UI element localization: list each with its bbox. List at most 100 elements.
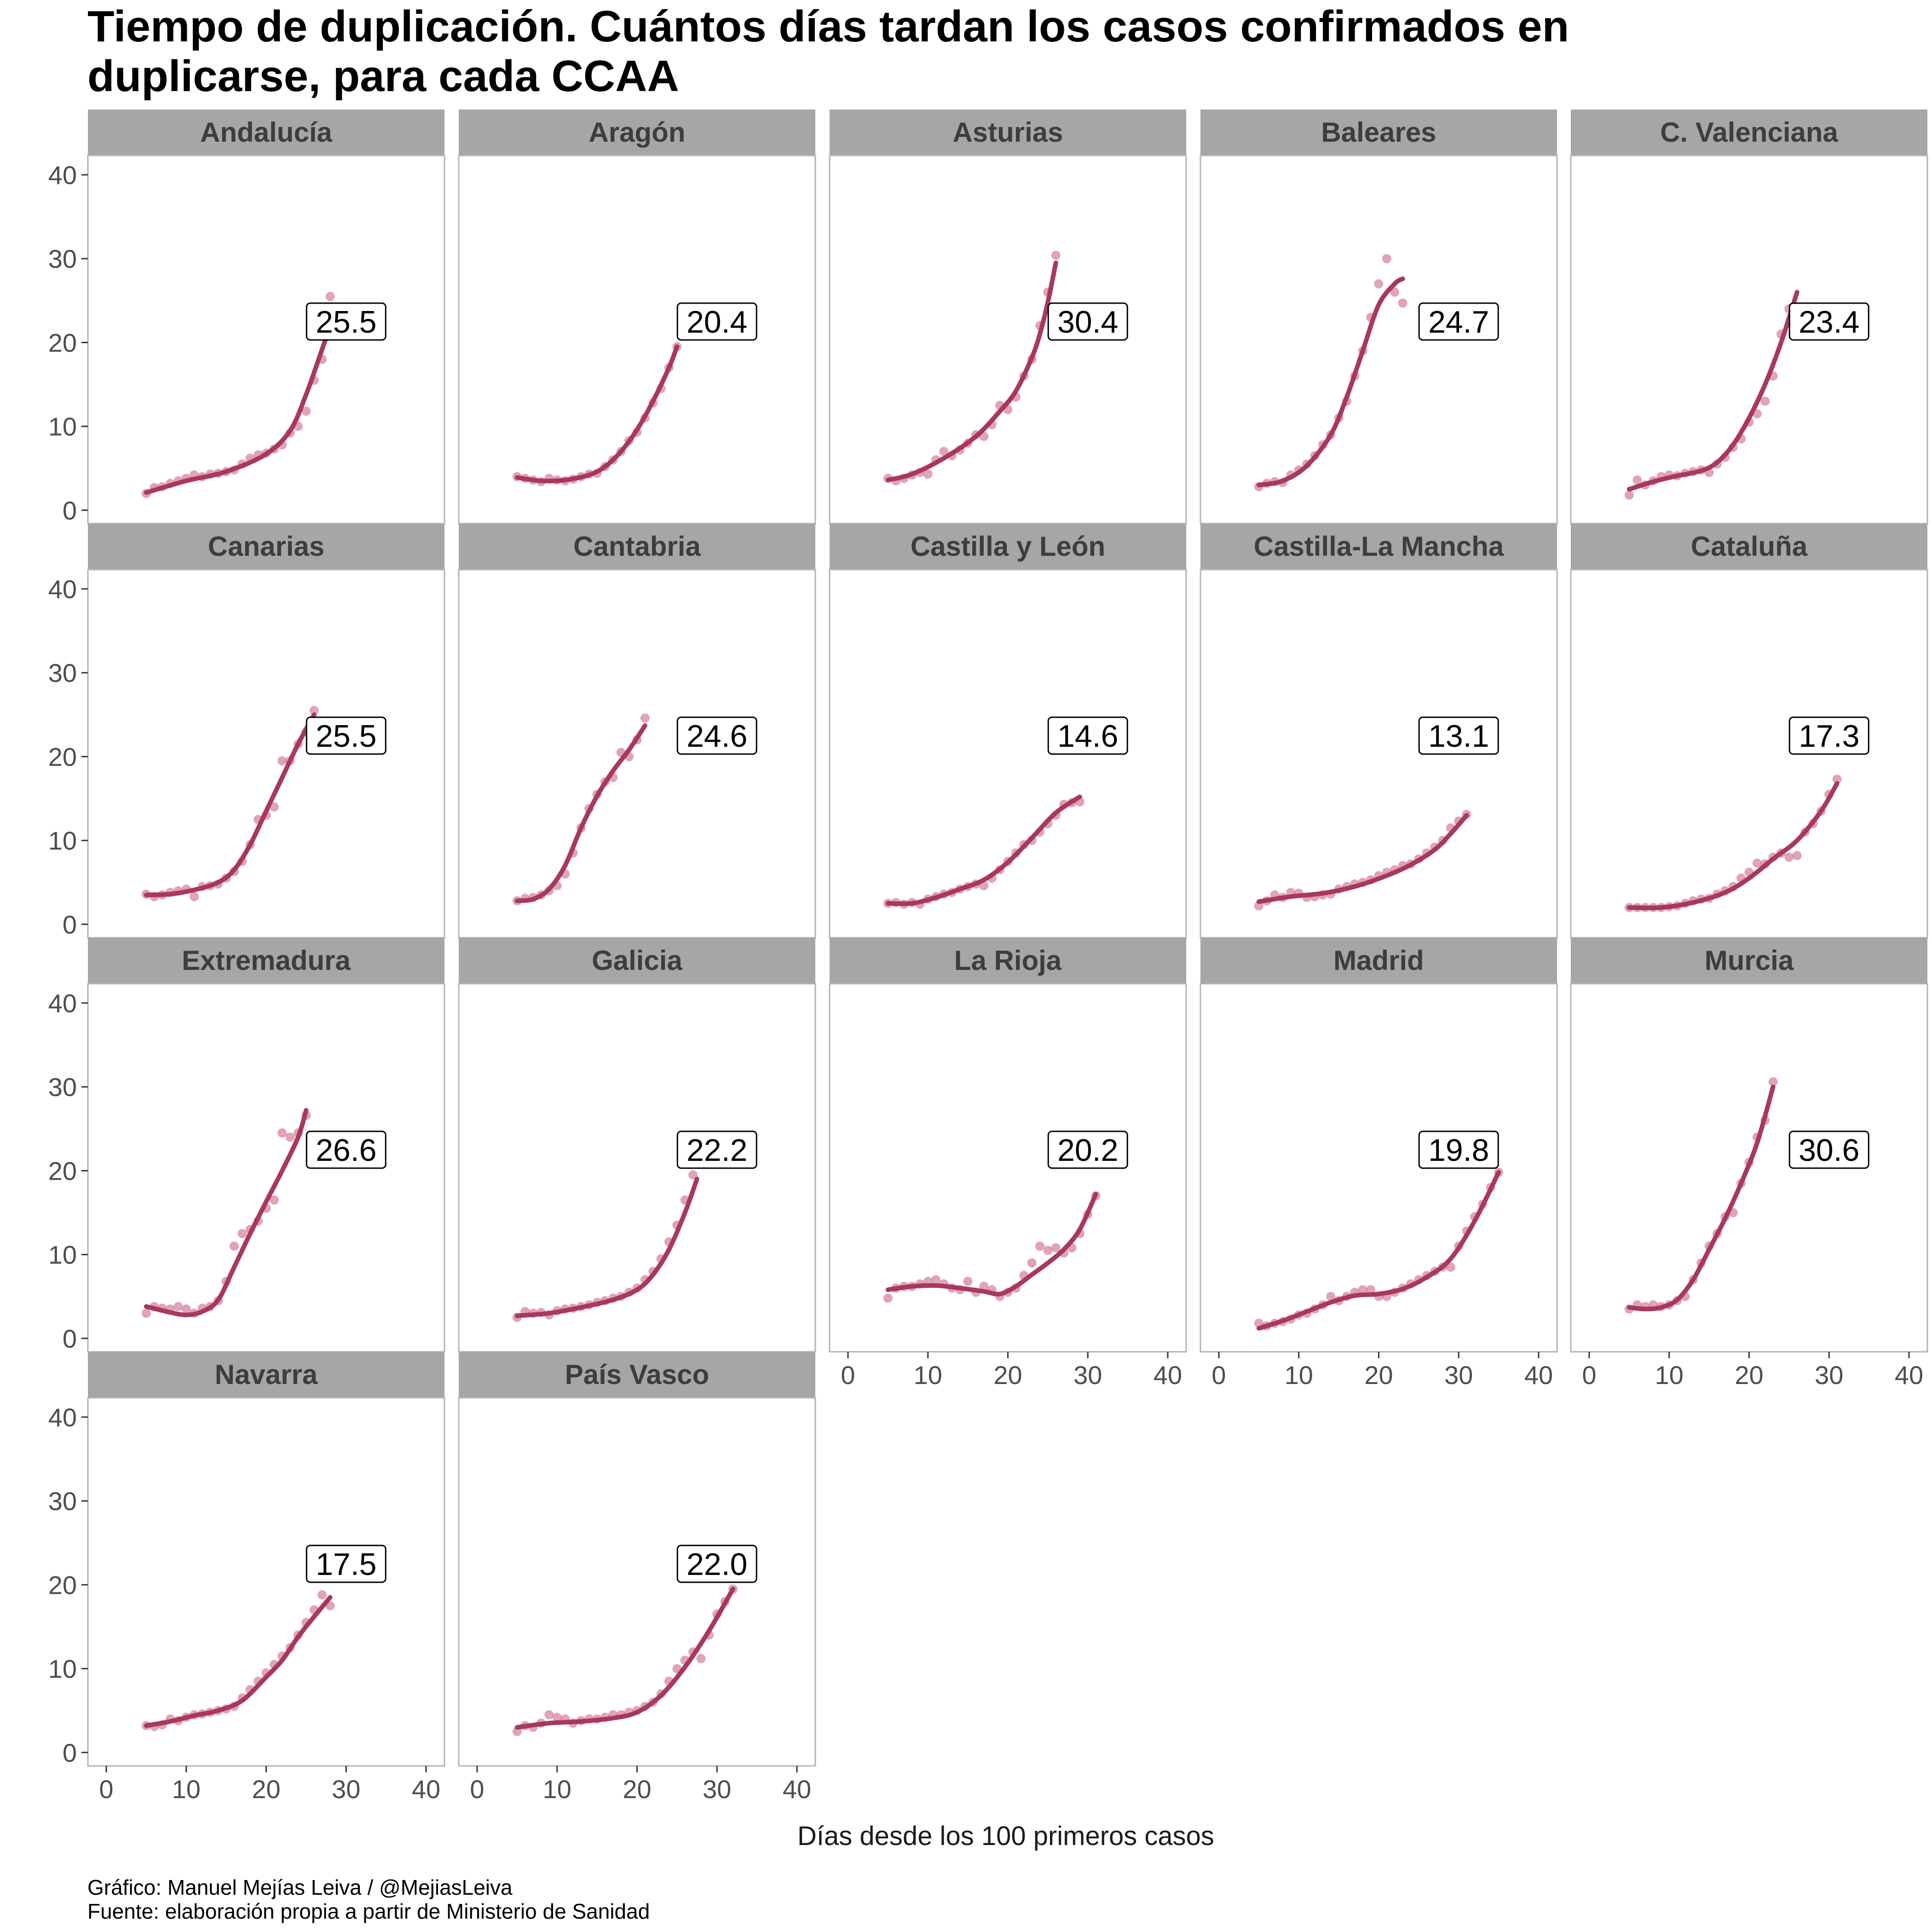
data-point [688, 1170, 698, 1180]
trend-line [514, 723, 647, 903]
x-tick-label: 10 [914, 1361, 942, 1390]
doubling-label-box [1788, 716, 1869, 755]
doubling-label-box [1418, 302, 1499, 341]
panel-murcia: Murcia 0 10 20 30 40 30.6 [1570, 938, 1928, 1390]
data-point [1035, 1241, 1044, 1251]
x-tick-label: 40 [412, 1775, 440, 1804]
panel-canarias: Canarias 0 10 20 30 40 25.5 [48, 524, 445, 939]
data-point [237, 1229, 247, 1239]
data-point [1051, 1243, 1061, 1253]
x-tick-label: 0 [841, 1361, 855, 1390]
data-point [1832, 774, 1842, 784]
panel-strip [88, 524, 444, 570]
panel-border [458, 569, 816, 939]
trend-line [144, 1595, 333, 1728]
trend-line [1626, 781, 1840, 911]
data-point [1326, 1292, 1336, 1301]
panel-strip [459, 1352, 815, 1398]
data-point [1624, 490, 1634, 500]
panel-border [458, 983, 816, 1353]
panel-strip-label: C. Valenciana [1660, 117, 1838, 148]
panel-strip [1200, 110, 1557, 156]
x-tick-label: 0 [1582, 1361, 1596, 1390]
x-axis-label: Días desde los 100 primeros casos [797, 1821, 1214, 1851]
data-point [1366, 1285, 1376, 1295]
panel-border [458, 155, 816, 525]
panel-strip [459, 938, 815, 984]
doubling-label-box [1418, 716, 1499, 755]
doubling-label: 20.2 [1057, 1133, 1118, 1168]
panel-baleares: Baleares 24.7 [1200, 110, 1558, 525]
doubling-label-box [676, 1545, 757, 1583]
doubling-label: 24.7 [1428, 305, 1489, 340]
x-tick-label: 10 [1655, 1361, 1684, 1390]
panel-strip-label: Aragón [589, 117, 686, 148]
y-tick-label: 10 [48, 1240, 77, 1269]
x-tick-label: 20 [1735, 1361, 1763, 1390]
data-point [979, 1281, 989, 1291]
doubling-label-box [1047, 716, 1128, 755]
x-tick-label: 0 [99, 1775, 113, 1804]
data-point [883, 1293, 893, 1303]
panel-strip [1200, 524, 1557, 570]
panel-madrid: Madrid 0 10 20 30 40 19.8 [1200, 938, 1558, 1390]
y-tick-label: 10 [48, 826, 77, 855]
data-point [325, 292, 335, 301]
panel-strip-label: País Vasco [565, 1359, 709, 1390]
data-point [1784, 853, 1794, 862]
doubling-label: 30.6 [1799, 1133, 1859, 1168]
doubling-label-box [1418, 1130, 1499, 1169]
data-point [1043, 1246, 1053, 1255]
y-tick-label: 0 [63, 910, 77, 939]
panel-border [1570, 155, 1928, 525]
y-tick-label: 10 [48, 412, 77, 441]
panel-strip-label: Castilla y León [911, 531, 1105, 562]
data-point [1768, 1077, 1778, 1087]
panel-border [1200, 155, 1558, 525]
y-tick-label: 40 [48, 1403, 77, 1432]
panel-galicia: Galicia 22.2 [458, 938, 816, 1353]
trend-line [1256, 1170, 1501, 1331]
panel-border [87, 1397, 445, 1767]
panel-border [829, 155, 1187, 525]
y-tick-label: 20 [48, 1156, 77, 1185]
panel-strip-label: Navarra [215, 1359, 318, 1390]
doubling-label-box [676, 302, 757, 341]
x-tick-label: 20 [623, 1775, 651, 1804]
caption-line-2: Fuente: elaboración propia a partir de M… [87, 1899, 650, 1923]
doubling-label: 17.3 [1799, 719, 1859, 754]
data-point [1632, 475, 1642, 485]
chart-title-line-1: Tiempo de duplicación. Cuántos días tard… [87, 2, 1569, 51]
x-tick-label: 10 [1285, 1361, 1313, 1390]
y-tick-label: 20 [48, 742, 77, 771]
panel-strip [1200, 938, 1557, 984]
doubling-label-box [1788, 1130, 1869, 1169]
doubling-label-box [676, 716, 757, 755]
data-point [1027, 1258, 1037, 1268]
data-point [1398, 298, 1407, 308]
doubling-label: 22.2 [686, 1133, 747, 1168]
x-tick-label: 30 [332, 1775, 360, 1804]
data-point [309, 706, 319, 715]
data-point [1358, 1285, 1367, 1295]
panel-castilla-y-leon: Castilla y León 14.6 [829, 524, 1187, 939]
panel-border [87, 569, 445, 939]
panel-andalucia: Andalucía 0 10 20 30 40 25.5 [48, 110, 445, 525]
x-tick-label: 10 [172, 1775, 201, 1804]
x-tick-label: 40 [1524, 1361, 1553, 1390]
panel-strip-label: La Rioja [954, 945, 1062, 976]
facet-panels: Andalucía 0 10 20 30 40 25.5 Aragón 20.4 Asturias… [48, 110, 1928, 1804]
data-point [552, 1713, 562, 1722]
panel-border [1570, 569, 1928, 939]
data-point [173, 1302, 183, 1311]
y-tick-label: 10 [48, 1655, 77, 1684]
panel-strip [1571, 524, 1927, 570]
trend-line [885, 794, 1082, 906]
y-tick-label: 0 [63, 1738, 77, 1767]
doubling-label: 17.5 [316, 1547, 376, 1582]
data-point [190, 892, 199, 901]
data-point [696, 1654, 706, 1663]
doubling-label: 25.5 [316, 719, 376, 754]
x-tick-label: 20 [993, 1361, 1022, 1390]
chart-title-line-2: duplicarse, para cada CCAA [87, 52, 679, 101]
